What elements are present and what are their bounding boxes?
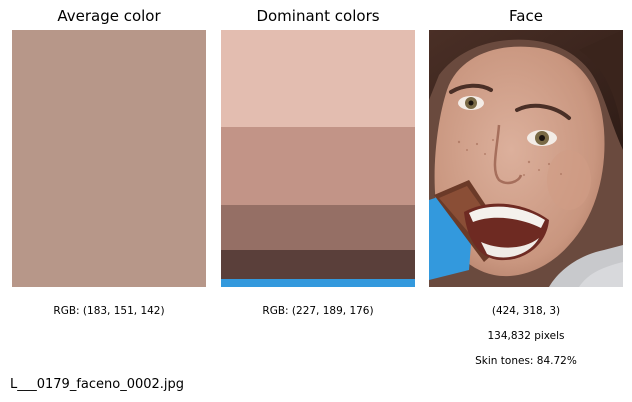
dominant-colors-stack (221, 30, 415, 287)
skin-tone-percentage: Skin tones: 84.72% (475, 355, 577, 367)
average-color-title: Average color (57, 7, 161, 25)
dominant-color-rgb: RGB: (227, 189, 176) (262, 305, 374, 317)
face-shape: (424, 318, 3) (491, 305, 561, 317)
dominant-color-band (221, 205, 415, 251)
dominant-colors-title: Dominant colors (256, 7, 380, 25)
average-color-rgb: RGB: (183, 151, 142) (53, 305, 165, 317)
dominant-color-band (221, 127, 415, 206)
image-filename: L___0179_faceno_0002.jpg (10, 377, 185, 392)
face-title: Face (509, 7, 543, 25)
dominant-color-band (221, 279, 415, 287)
dominant-color-band (221, 30, 415, 128)
face-pixel-count: 134,832 pixels (487, 330, 565, 342)
dominant-color-band (221, 250, 415, 280)
average-color-swatch (12, 30, 206, 287)
face-image (429, 30, 623, 287)
